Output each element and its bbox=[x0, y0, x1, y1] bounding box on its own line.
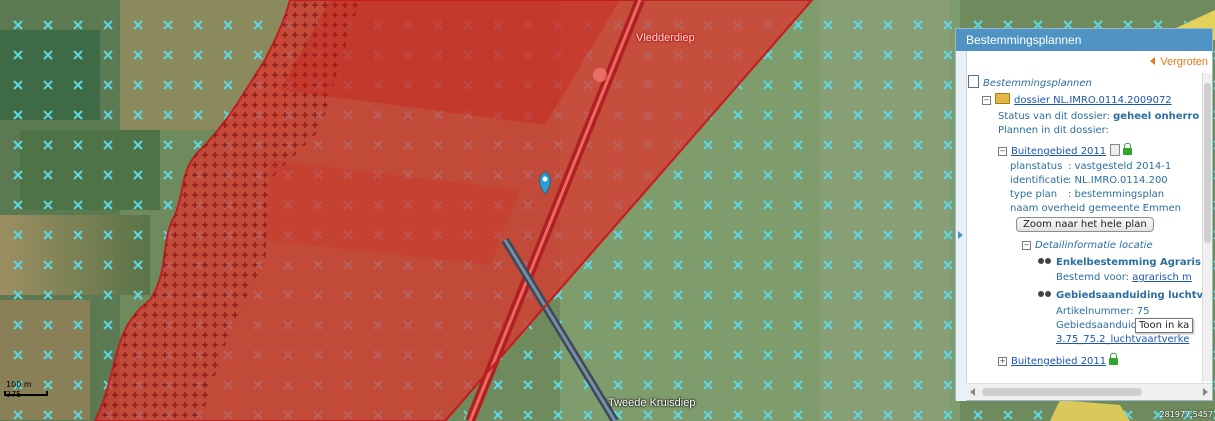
bestemd-voor-link[interactable]: agrarisch m bbox=[1132, 272, 1192, 283]
coordinates-readout: 281977,5457 bbox=[1159, 410, 1213, 419]
plan-field: identificatie: NL.IMRO.0114.200 bbox=[1010, 175, 1168, 186]
detail-node[interactable]: − Detailinformatie locatie bbox=[1022, 240, 1153, 251]
dossier-node[interactable]: − dossier NL.IMRO.0114.2009072 bbox=[982, 93, 1172, 107]
dossier-plans-label: Plannen in dit dossier: bbox=[998, 125, 1109, 136]
folder-icon bbox=[995, 93, 1010, 104]
collapse-icon[interactable]: − bbox=[982, 96, 991, 105]
chevron-left-icon bbox=[1150, 57, 1156, 65]
regel-link-row: 3.75_75.2_luchtvaartverke bbox=[1056, 333, 1189, 346]
scroll-thumb[interactable] bbox=[982, 388, 1142, 396]
zoom-plan-button-row: Zoom naar het hele plan bbox=[1016, 217, 1154, 232]
expand-icon[interactable]: + bbox=[998, 357, 1007, 366]
plans-panel[interactable]: Bestemmingsplannen Vergroten Bestemmings… bbox=[955, 28, 1213, 401]
plan-node[interactable]: − Buitengebied 2011 bbox=[998, 143, 1133, 158]
location-marker-icon[interactable] bbox=[539, 171, 551, 195]
scroll-thumb[interactable] bbox=[1204, 83, 1211, 243]
dossier-link[interactable]: dossier NL.IMRO.0114.2009072 bbox=[1014, 95, 1172, 106]
plan-field: planstatus: vastgesteld 2014-1 bbox=[1010, 161, 1172, 172]
tooltip: Toon in ka bbox=[1135, 318, 1194, 333]
plan-field: naam overheid: gemeente Emmen bbox=[1010, 203, 1181, 214]
collapse-icon[interactable]: − bbox=[1022, 241, 1031, 250]
zoom-plan-button[interactable]: Zoom naar het hele plan bbox=[1016, 217, 1154, 232]
binoculars-icon[interactable] bbox=[1038, 290, 1052, 298]
dossier-status: Status van dit dossier: geheel onherro bbox=[998, 111, 1200, 122]
crosshatch-zone bbox=[95, 0, 360, 421]
panel-title: Bestemmingsplannen bbox=[956, 29, 1212, 51]
plan2-link[interactable]: Buitengebied 2011 bbox=[1011, 356, 1107, 367]
gebiedsaanduiding-item: Gebiedsaanduiding luchtv bbox=[1038, 289, 1202, 302]
plan-field: type plan: bestemmingsplan bbox=[1010, 189, 1165, 200]
lock-icon bbox=[1109, 353, 1119, 365]
document-icon bbox=[968, 75, 979, 88]
plan2-node[interactable]: + Buitengebied 2011 bbox=[998, 353, 1119, 368]
enkelbestemming-item: Enkelbestemming Agraris bbox=[1038, 256, 1201, 269]
gebied-groep: Gebiedsaanduiding groep: bbox=[1056, 320, 1189, 331]
document-icon[interactable] bbox=[1110, 144, 1121, 156]
vertical-scrollbar[interactable] bbox=[1202, 73, 1212, 382]
plan-link[interactable]: Buitengebied 2011 bbox=[1011, 146, 1107, 157]
scroll-left-icon[interactable] bbox=[970, 388, 975, 396]
artikelnummer: Artikelnummer: 75 bbox=[1056, 306, 1150, 317]
scale-label: 100 m bbox=[6, 380, 32, 389]
chevron-right-icon bbox=[958, 231, 963, 239]
road-label-top: Vledderdiep bbox=[636, 32, 695, 44]
collapse-icon[interactable]: − bbox=[998, 147, 1007, 156]
scroll-right-icon[interactable] bbox=[1203, 388, 1208, 396]
binoculars-icon[interactable] bbox=[1038, 257, 1052, 265]
plan-tree: Bestemmingsplannen − dossier NL.IMRO.0114… bbox=[968, 73, 1202, 382]
scale-bar: 100 m 375 bbox=[2, 380, 48, 402]
regel-link[interactable]: 3.75_75.2_luchtvaartverke bbox=[1056, 334, 1190, 345]
lock-icon bbox=[1123, 143, 1133, 155]
enkelbestemming-detail: Bestemd voor: agrarisch m bbox=[1056, 272, 1192, 283]
road-label-bottom: Tweede Kruisdiep bbox=[608, 397, 696, 409]
horizontal-scrollbar[interactable] bbox=[966, 383, 1212, 400]
panel-collapse-handle[interactable] bbox=[956, 51, 967, 401]
enlarge-link[interactable]: Vergroten bbox=[1150, 56, 1208, 68]
scale-bar-line bbox=[4, 391, 48, 396]
tree-root[interactable]: Bestemmingsplannen bbox=[968, 75, 1092, 90]
